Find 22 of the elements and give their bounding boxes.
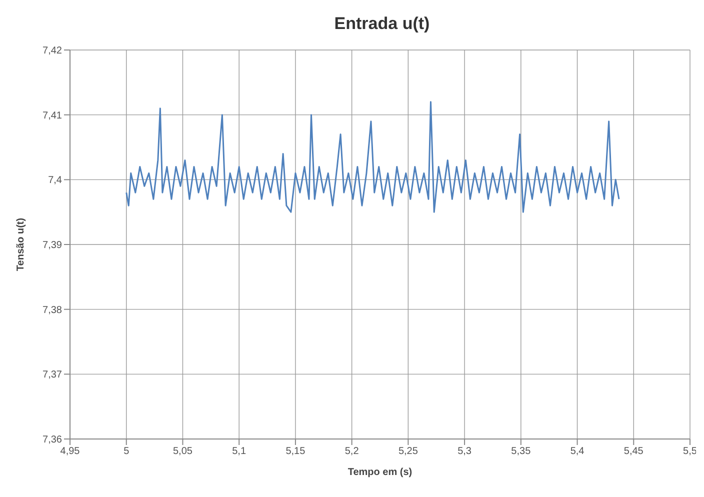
x-tick-label: 5 [124, 446, 130, 458]
x-tick-label: 4,95 [60, 446, 80, 458]
x-tick-label: 5,35 [511, 446, 532, 458]
y-tick-label: 7,42 [42, 46, 62, 57]
y-tick-label: 7,38 [42, 304, 62, 316]
y-tick-label: 7,4 [48, 175, 62, 186]
y-tick-label: 7,37 [42, 370, 62, 381]
x-tick-label: 5,3 [458, 446, 472, 458]
x-tick-label: 5,4 [570, 446, 585, 458]
x-tick-label: 5,1 [232, 446, 246, 458]
y-tick-label: 7,36 [42, 434, 62, 446]
x-tick-label: 5,05 [172, 446, 193, 458]
x-tick-label: 5,25 [398, 446, 418, 458]
x-tick-label: 5,45 [624, 446, 644, 458]
chart-title: Entrada u(t) [333, 13, 431, 35]
line-series [126, 101, 620, 213]
y-axis-title: Tensão u(t) [16, 218, 27, 272]
x-tick-label: 5,15 [286, 446, 306, 458]
y-tick-label: 7,39 [42, 240, 62, 252]
x-tick-label: 5,2 [344, 446, 360, 458]
y-tick-label: 7,41 [42, 110, 62, 122]
x-axis-title: Tempo em (s) [348, 467, 412, 478]
